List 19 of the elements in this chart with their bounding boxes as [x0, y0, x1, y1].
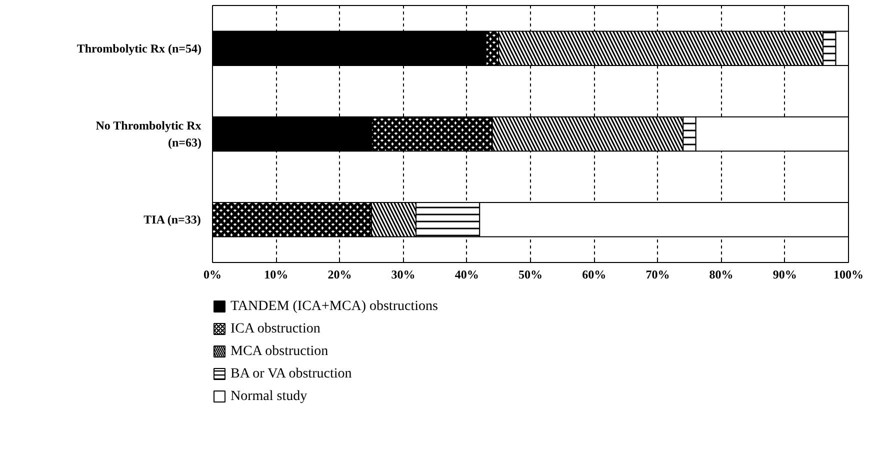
x-tick-label: 0%: [204, 268, 222, 282]
y-tick-label: TIA (n=33): [144, 212, 201, 227]
y-tick-label: Thrombolytic Rx (n=54): [76, 41, 202, 56]
legend-label: Normal study: [230, 389, 308, 404]
legend-label: BA or VA obstruction: [230, 366, 352, 382]
x-tick-label: 70%: [646, 268, 670, 282]
x-tick-label: 90%: [772, 268, 797, 282]
legend-label: ICA obstruction: [230, 322, 320, 336]
x-tick-label: 60%: [582, 268, 606, 282]
x-tick-label: 30%: [391, 268, 416, 282]
x-tick-label: 10%: [264, 268, 288, 282]
x-tick-label: 80%: [709, 268, 734, 282]
y-tick-label: No Thrombolytic Rx (n=63): [96, 118, 202, 150]
legend-label: MCA obstruction: [230, 344, 328, 359]
x-tick-label: 20%: [328, 268, 352, 282]
x-tick-label: 50%: [518, 268, 542, 282]
x-tick-label: 100%: [834, 268, 864, 282]
x-tick-label: 40%: [454, 268, 479, 282]
legend-label: TANDEM (ICA+MCA) obstructions: [230, 299, 438, 314]
